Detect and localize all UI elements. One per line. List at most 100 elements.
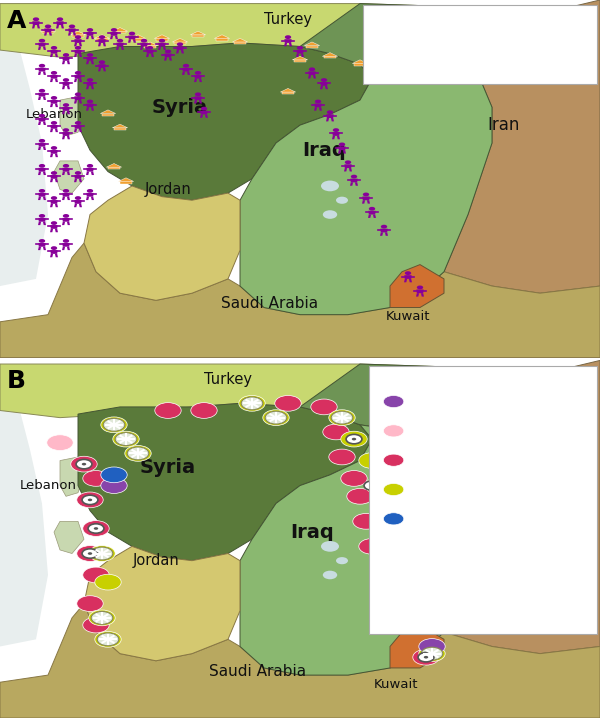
Circle shape bbox=[401, 460, 427, 475]
Circle shape bbox=[336, 197, 348, 204]
Polygon shape bbox=[62, 218, 70, 222]
Polygon shape bbox=[296, 54, 299, 57]
Polygon shape bbox=[240, 425, 492, 675]
Polygon shape bbox=[50, 50, 58, 54]
Circle shape bbox=[77, 596, 103, 612]
Polygon shape bbox=[314, 107, 317, 111]
Polygon shape bbox=[390, 625, 444, 668]
Polygon shape bbox=[367, 200, 370, 204]
Polygon shape bbox=[200, 114, 203, 118]
Circle shape bbox=[323, 571, 337, 579]
Circle shape bbox=[39, 239, 45, 243]
Polygon shape bbox=[38, 118, 46, 121]
Circle shape bbox=[83, 521, 109, 536]
Polygon shape bbox=[50, 79, 53, 82]
Circle shape bbox=[327, 111, 333, 114]
Polygon shape bbox=[50, 103, 53, 107]
Polygon shape bbox=[145, 47, 148, 50]
Circle shape bbox=[117, 39, 123, 42]
Text: Turkey: Turkey bbox=[204, 371, 252, 386]
Polygon shape bbox=[338, 146, 346, 150]
Circle shape bbox=[88, 523, 104, 533]
Circle shape bbox=[376, 506, 392, 516]
Circle shape bbox=[99, 35, 105, 39]
Circle shape bbox=[359, 538, 385, 554]
Polygon shape bbox=[43, 247, 46, 250]
Polygon shape bbox=[163, 47, 166, 50]
Polygon shape bbox=[79, 204, 82, 208]
Polygon shape bbox=[194, 75, 202, 79]
Polygon shape bbox=[103, 43, 106, 46]
Polygon shape bbox=[86, 36, 89, 39]
Circle shape bbox=[63, 129, 69, 132]
Text: Ph. papatasi: Ph. papatasi bbox=[417, 455, 487, 465]
Circle shape bbox=[340, 416, 344, 419]
Polygon shape bbox=[194, 79, 197, 82]
Polygon shape bbox=[32, 25, 35, 29]
Polygon shape bbox=[373, 215, 376, 218]
Polygon shape bbox=[182, 67, 190, 72]
Text: Sand fly: Sand fly bbox=[426, 373, 496, 388]
Circle shape bbox=[127, 447, 149, 460]
Polygon shape bbox=[86, 103, 94, 107]
Polygon shape bbox=[50, 204, 53, 208]
Polygon shape bbox=[43, 72, 46, 75]
Circle shape bbox=[71, 456, 97, 472]
Polygon shape bbox=[38, 222, 41, 225]
Circle shape bbox=[76, 460, 92, 469]
Text: Cutaneous leishmaniasis
reported: Cutaneous leishmaniasis reported bbox=[414, 41, 561, 70]
Polygon shape bbox=[144, 45, 156, 47]
Polygon shape bbox=[331, 118, 334, 121]
Polygon shape bbox=[164, 57, 167, 60]
Circle shape bbox=[95, 631, 121, 647]
Circle shape bbox=[177, 42, 183, 46]
Polygon shape bbox=[194, 96, 202, 100]
Polygon shape bbox=[38, 47, 41, 50]
Polygon shape bbox=[164, 53, 172, 57]
Polygon shape bbox=[67, 197, 70, 200]
Polygon shape bbox=[74, 54, 77, 57]
Polygon shape bbox=[332, 132, 340, 136]
Circle shape bbox=[51, 146, 57, 150]
Polygon shape bbox=[38, 96, 41, 100]
Circle shape bbox=[147, 46, 153, 50]
Polygon shape bbox=[386, 59, 389, 62]
Circle shape bbox=[382, 607, 405, 621]
Circle shape bbox=[101, 477, 127, 493]
Polygon shape bbox=[200, 111, 208, 114]
Circle shape bbox=[87, 164, 93, 168]
Circle shape bbox=[341, 470, 367, 486]
Circle shape bbox=[75, 171, 81, 175]
Circle shape bbox=[103, 419, 125, 432]
Polygon shape bbox=[78, 43, 372, 200]
Polygon shape bbox=[62, 132, 70, 136]
Polygon shape bbox=[205, 114, 208, 118]
Polygon shape bbox=[384, 26, 396, 28]
Polygon shape bbox=[62, 243, 70, 247]
Circle shape bbox=[101, 467, 127, 482]
Polygon shape bbox=[38, 146, 41, 150]
Polygon shape bbox=[79, 43, 82, 46]
Circle shape bbox=[389, 585, 415, 601]
Polygon shape bbox=[110, 32, 118, 36]
Circle shape bbox=[51, 46, 57, 50]
Circle shape bbox=[51, 71, 57, 75]
Polygon shape bbox=[108, 167, 120, 169]
Polygon shape bbox=[50, 175, 58, 179]
Circle shape bbox=[91, 547, 113, 560]
Polygon shape bbox=[172, 38, 188, 42]
Polygon shape bbox=[337, 136, 340, 139]
Polygon shape bbox=[214, 34, 230, 39]
Circle shape bbox=[63, 53, 69, 57]
Polygon shape bbox=[296, 50, 304, 54]
Polygon shape bbox=[319, 107, 322, 111]
Circle shape bbox=[77, 492, 103, 508]
Polygon shape bbox=[74, 125, 82, 129]
FancyBboxPatch shape bbox=[369, 365, 597, 634]
Polygon shape bbox=[67, 136, 70, 139]
Polygon shape bbox=[50, 129, 53, 132]
Polygon shape bbox=[86, 107, 89, 111]
Polygon shape bbox=[234, 42, 246, 44]
Polygon shape bbox=[38, 218, 46, 222]
Polygon shape bbox=[289, 43, 292, 46]
